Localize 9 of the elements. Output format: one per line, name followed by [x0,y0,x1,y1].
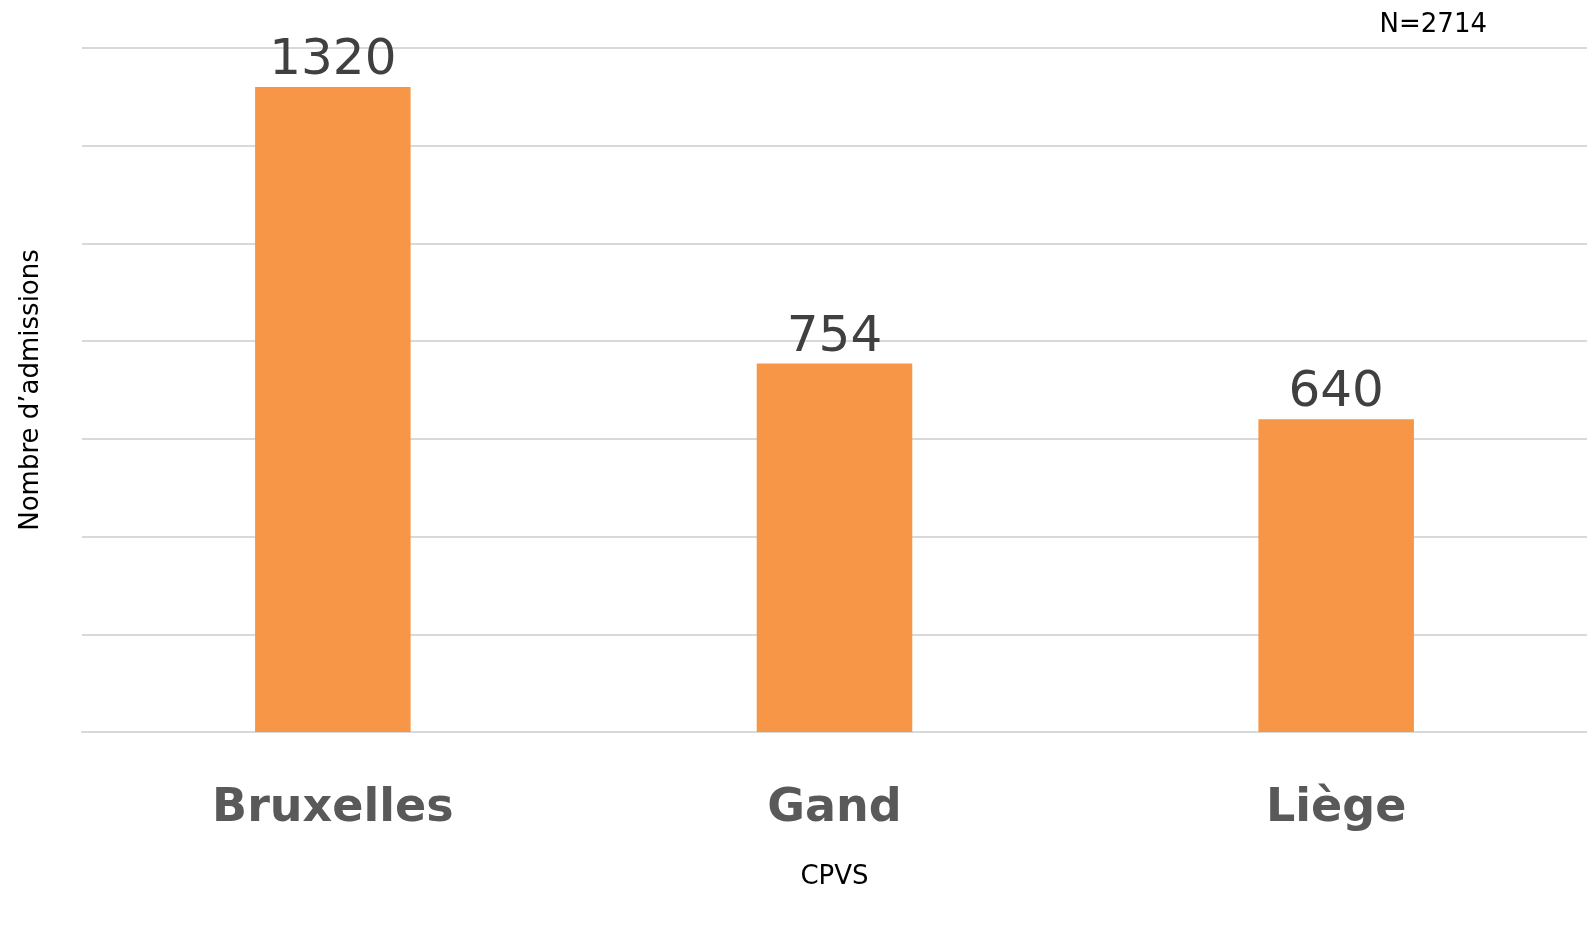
data-label: 1320 [269,28,397,87]
x-tick-label: Bruxelles [212,778,454,832]
x-tick-label: Gand [767,778,902,832]
x-tick-label: Liège [1265,778,1407,832]
data-label: 640 [1288,360,1384,419]
data-label: 754 [786,304,883,363]
text: N=2714 [1379,8,1487,38]
y-axis-title: Nombre d’admissions [14,249,44,531]
x-axis-title: CPVS [800,860,869,890]
